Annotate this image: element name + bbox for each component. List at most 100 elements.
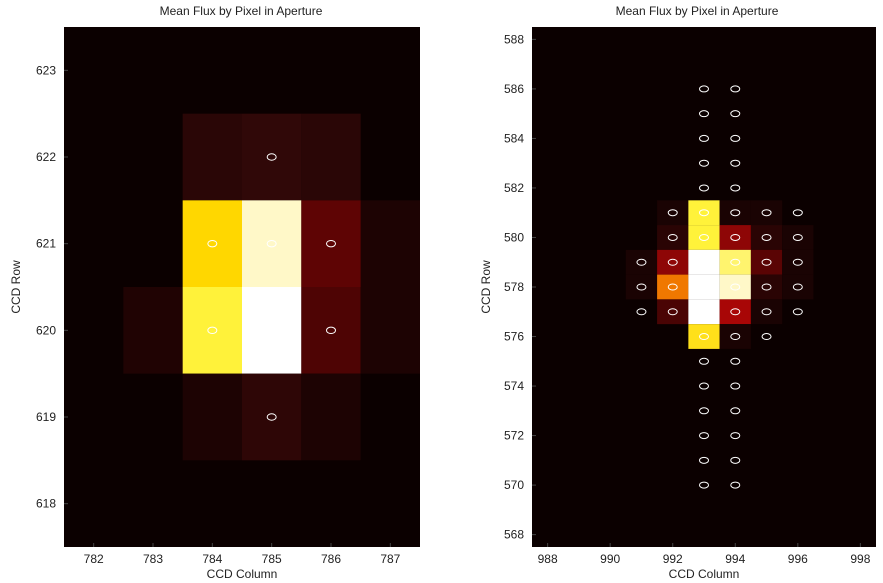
heatmap-cell [719, 225, 751, 250]
aperture-marker [667, 209, 678, 217]
aperture-marker [667, 308, 678, 316]
left-heatmap-panel: Mean Flux by Pixel in Aperture 782 783 784… [9, 4, 420, 581]
heatmap-cell [657, 249, 689, 275]
y-tick-label: 570 [504, 478, 524, 492]
aperture-marker [730, 233, 741, 241]
aperture-marker [761, 209, 772, 217]
heatmap-cell [242, 113, 302, 201]
heatmap-cell [782, 274, 814, 300]
left-y-ticks: 618 619 620 621 622 623 [36, 63, 68, 511]
aperture-marker [699, 159, 709, 167]
heatmap-cell [719, 274, 751, 300]
x-tick-label: 785 [262, 552, 282, 566]
heatmap-cell [301, 287, 361, 374]
y-tick-label: 572 [504, 429, 524, 443]
aperture-marker [699, 456, 709, 464]
aperture-marker [730, 283, 741, 291]
right-chart-title: Mean Flux by Pixel in Aperture [616, 4, 779, 18]
heatmap-cell [688, 324, 720, 349]
heatmap-cell [657, 200, 689, 226]
heatmap-cell [182, 287, 242, 374]
heatmap-cell [657, 274, 689, 300]
aperture-marker [699, 258, 709, 266]
aperture-marker [730, 432, 741, 440]
aperture-marker [266, 239, 277, 248]
right-markers [636, 85, 803, 489]
aperture-marker [667, 233, 678, 241]
heatmap-cell [750, 274, 783, 300]
aperture-marker [326, 326, 336, 335]
heatmap-cell [782, 225, 814, 250]
aperture-marker [730, 85, 741, 93]
aperture-marker [699, 407, 709, 415]
y-tick-label: 620 [36, 323, 56, 337]
aperture-marker [792, 209, 803, 217]
left-markers [207, 153, 336, 421]
heatmap-cell [688, 200, 720, 226]
heatmap-cell [688, 274, 720, 300]
aperture-marker [207, 239, 218, 248]
heatmap-cell [688, 249, 720, 275]
aperture-marker [699, 333, 709, 341]
heatmap-cell [360, 200, 420, 287]
heatmap-cell [123, 287, 183, 374]
heatmap-cell [719, 249, 751, 275]
aperture-marker [699, 308, 709, 316]
x-tick-label: 784 [202, 552, 222, 566]
aperture-marker [699, 134, 709, 142]
heatmap-cell [688, 225, 720, 250]
aperture-marker [207, 326, 218, 335]
right-heatmap-panel: Mean Flux by Pixel in Aperture 988 990 992… [479, 4, 876, 581]
aperture-marker [699, 432, 709, 440]
aperture-marker [699, 110, 709, 118]
x-tick-label: 782 [84, 552, 104, 566]
heatmap-cell [301, 200, 361, 287]
heatmap-cell [688, 299, 720, 325]
heatmap-cell [242, 287, 302, 374]
y-tick-label: 586 [504, 82, 524, 96]
aperture-marker [699, 85, 709, 93]
x-tick-label: 998 [850, 552, 870, 566]
x-tick-label: 786 [321, 552, 341, 566]
aperture-marker [266, 413, 277, 421]
right-x-axis-label: CCD Column [669, 567, 740, 581]
aperture-marker [730, 110, 741, 118]
aperture-marker [761, 258, 772, 266]
right-x-ticks: 988 990 992 994 996 998 [538, 543, 871, 566]
x-tick-label: 990 [600, 552, 620, 566]
heatmap-cell [242, 373, 302, 461]
aperture-marker [730, 159, 741, 167]
heatmap-cell [182, 113, 242, 201]
aperture-marker [730, 308, 741, 316]
aperture-marker [667, 283, 678, 291]
aperture-marker [636, 308, 647, 316]
left-y-axis-label: CCD Row [9, 260, 23, 314]
aperture-marker [761, 233, 772, 241]
heatmap-cell [301, 373, 361, 461]
y-tick-label: 576 [504, 330, 524, 344]
right-y-axis-label: CCD Row [479, 260, 493, 314]
y-tick-label: 578 [504, 280, 524, 294]
aperture-marker [792, 233, 803, 241]
y-tick-label: 574 [504, 379, 524, 393]
x-tick-label: 787 [380, 552, 400, 566]
right-y-ticks: 568 570 572 574 576 578 580 582 584 586 588 [504, 32, 536, 542]
y-tick-label: 618 [36, 497, 56, 511]
left-x-ticks: 782 783 784 785 786 787 [84, 543, 401, 566]
heatmap-cell [719, 324, 751, 349]
y-tick-label: 584 [504, 131, 524, 145]
aperture-marker [699, 283, 709, 291]
heatmap-cell [719, 299, 751, 325]
aperture-marker [730, 407, 741, 415]
aperture-marker [266, 326, 277, 335]
heatmap-cell [301, 113, 361, 201]
left-cells [123, 113, 420, 461]
heatmap-cell [182, 200, 242, 287]
aperture-marker [326, 239, 336, 248]
aperture-marker [730, 382, 741, 390]
aperture-marker [792, 283, 803, 291]
heatmap-cell [750, 299, 783, 325]
y-tick-label: 622 [36, 150, 56, 164]
aperture-marker [699, 357, 709, 365]
